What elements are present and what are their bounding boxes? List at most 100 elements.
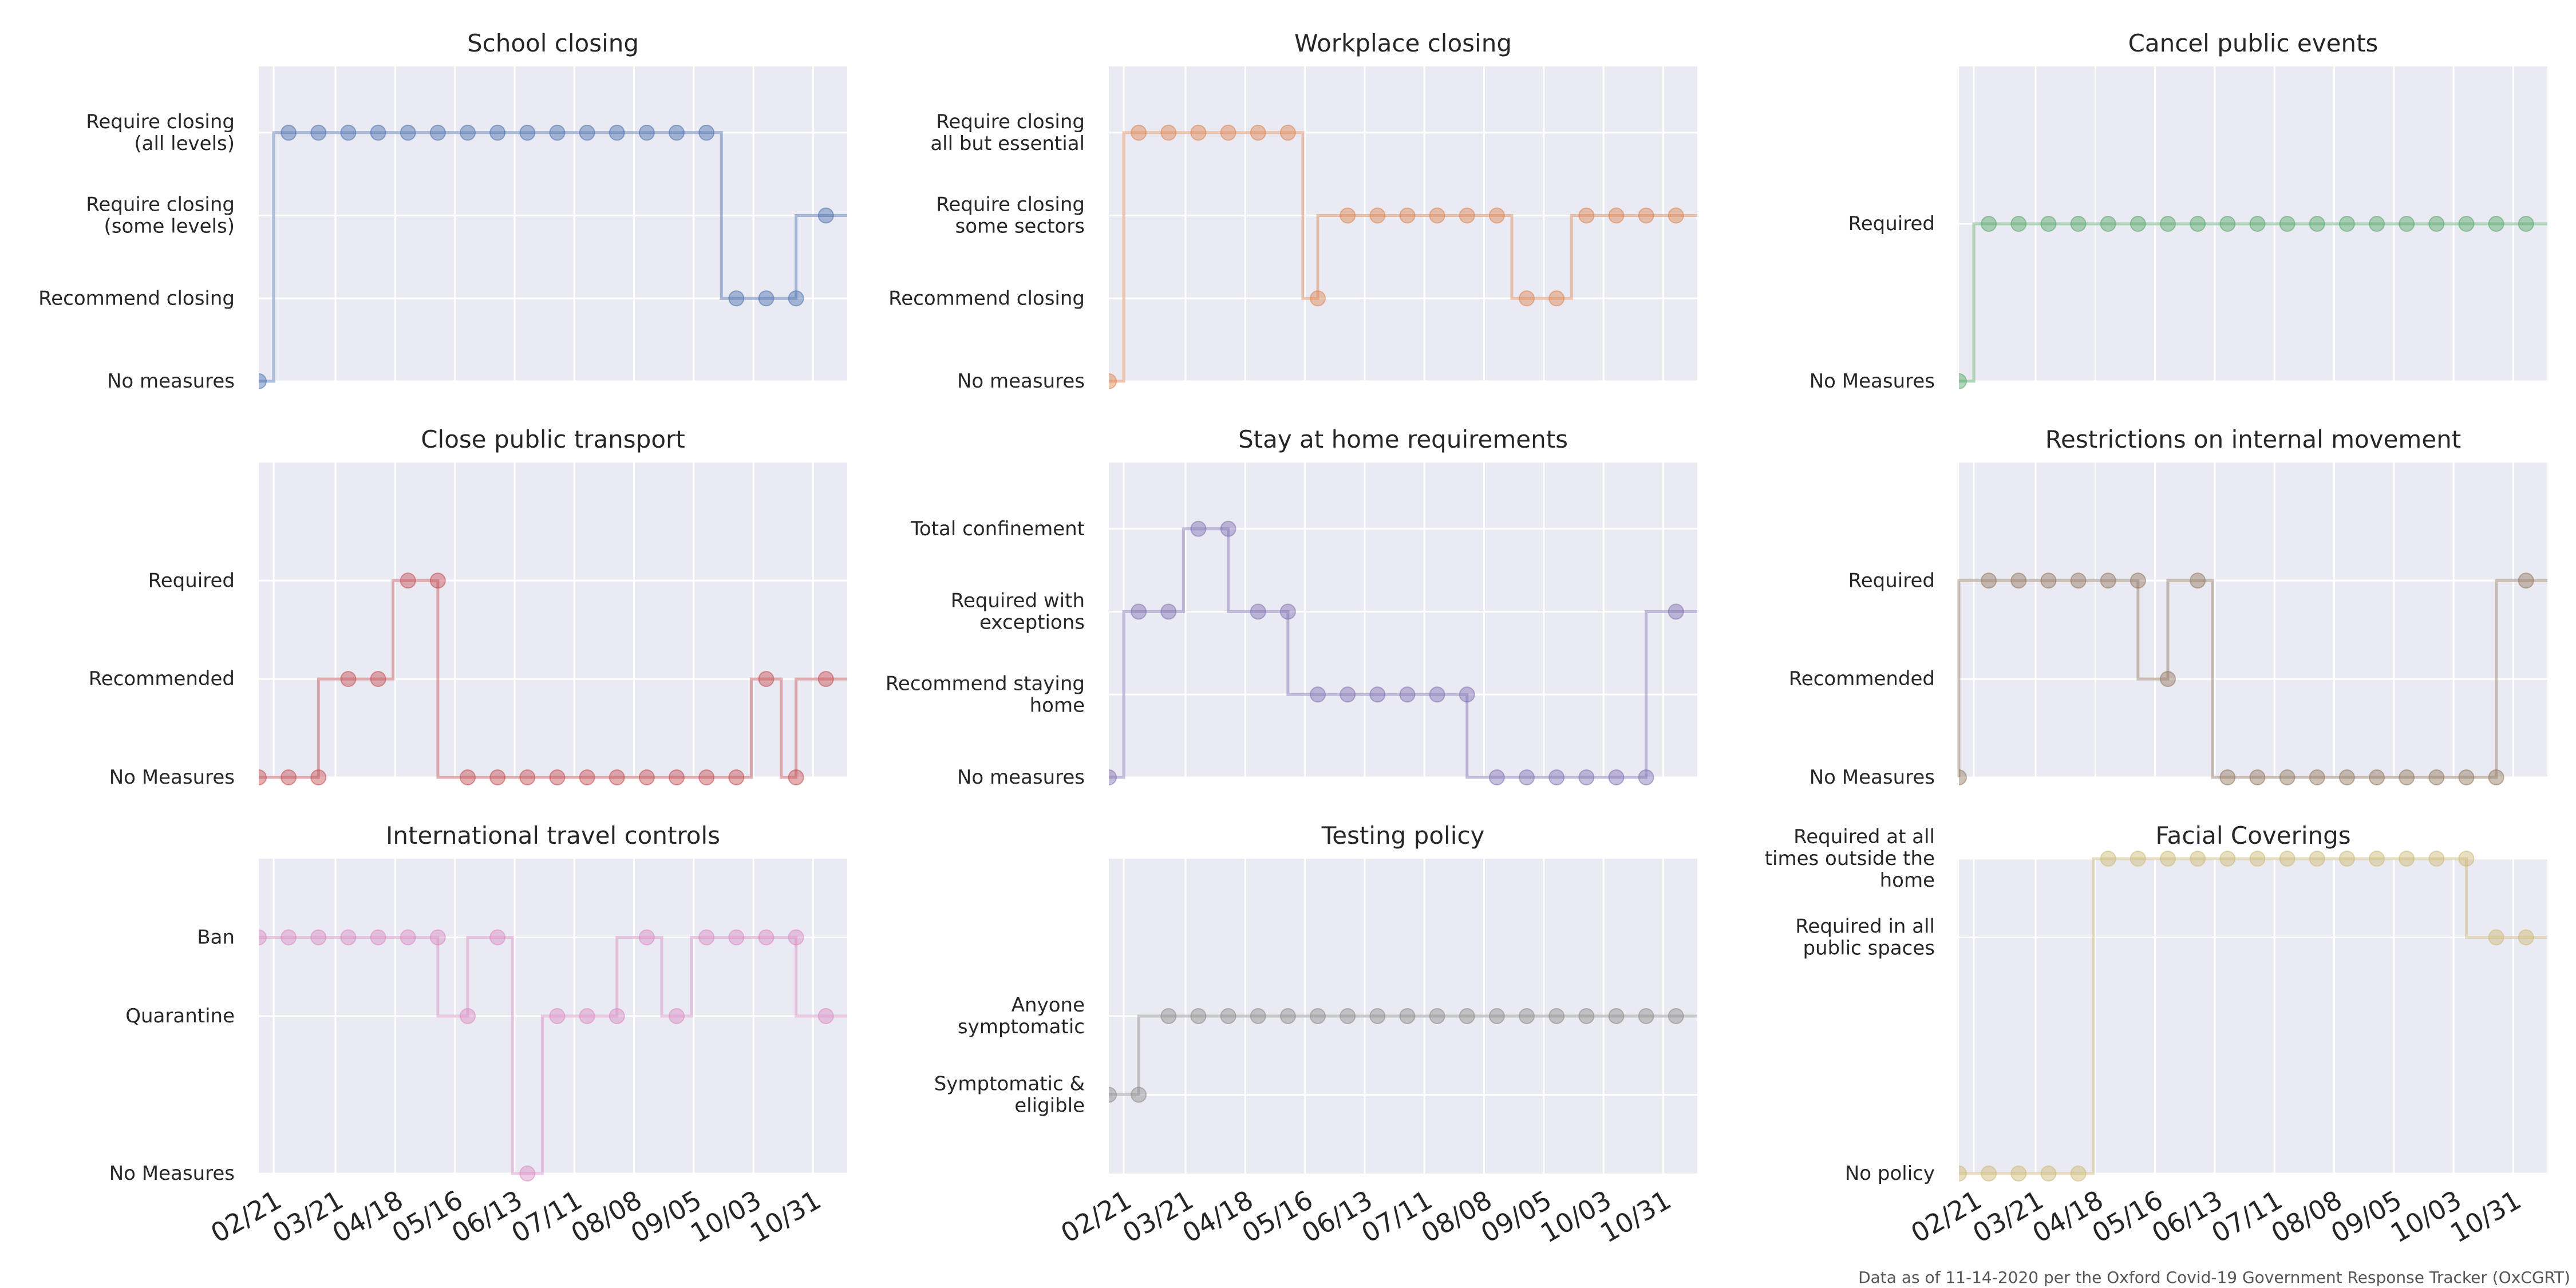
y-tick-label-line: Recommend staying bbox=[886, 672, 1085, 695]
y-tick-label: Recommended bbox=[89, 667, 235, 690]
data-point bbox=[609, 1008, 625, 1024]
data-point bbox=[1959, 373, 1967, 389]
y-tick-label-line: Required bbox=[1848, 212, 1935, 235]
x-tick-label: 02/21 bbox=[206, 1184, 287, 1249]
data-point bbox=[2070, 572, 2087, 589]
y-tick-label: No measures bbox=[957, 766, 1085, 789]
panel-cancel-public-events: No Measures Required Cancel public events bbox=[1809, 29, 2547, 393]
x-tick-label: 10/31 bbox=[1595, 1184, 1676, 1249]
data-point bbox=[2040, 216, 2057, 232]
marker-group bbox=[1959, 572, 2534, 785]
y-tick-label-line: No measures bbox=[957, 370, 1085, 393]
y-tick-label-line: Total confinement bbox=[910, 517, 1085, 540]
data-point bbox=[1548, 290, 1565, 307]
y-tick-label: Required with exceptions bbox=[951, 590, 1085, 634]
data-point bbox=[1369, 207, 1386, 224]
marker-group bbox=[259, 929, 834, 1182]
data-point bbox=[1429, 1008, 1445, 1024]
data-point bbox=[2249, 769, 2266, 785]
data-point bbox=[817, 671, 834, 688]
panel-workplace-closing: No measures Recommend closing Require clos… bbox=[888, 29, 1697, 393]
data-point bbox=[429, 572, 446, 589]
data-point bbox=[1578, 769, 1595, 785]
y-tick-label-line: Recommended bbox=[89, 667, 235, 690]
data-point bbox=[1310, 1008, 1326, 1024]
data-point bbox=[1459, 1008, 1475, 1024]
chart-title: Restrictions on internal movement bbox=[2045, 425, 2462, 453]
y-tick-label-line: Recommend closing bbox=[38, 287, 235, 310]
marker-group bbox=[1109, 1008, 1684, 1103]
data-point bbox=[2249, 216, 2266, 232]
data-point bbox=[2129, 572, 2146, 589]
data-point bbox=[460, 1008, 476, 1024]
y-tick-label: Required bbox=[1848, 212, 1935, 235]
data-point bbox=[429, 124, 446, 141]
y-tick-label-line: No measures bbox=[107, 370, 235, 393]
data-point bbox=[2338, 851, 2355, 867]
data-point bbox=[2190, 216, 2206, 232]
data-point bbox=[370, 671, 386, 688]
series-line bbox=[1109, 527, 1697, 779]
data-point bbox=[2428, 216, 2445, 232]
y-tick-label-line: all but essential bbox=[930, 132, 1085, 155]
data-point bbox=[280, 124, 297, 141]
data-point bbox=[2369, 769, 2385, 785]
data-point bbox=[2338, 216, 2355, 232]
data-point bbox=[1548, 1008, 1565, 1024]
data-point bbox=[1668, 1008, 1684, 1024]
data-point bbox=[2279, 216, 2296, 232]
y-tick-label: Recommend closing bbox=[38, 287, 235, 310]
data-point bbox=[340, 671, 357, 688]
plot-area bbox=[259, 463, 847, 777]
data-point bbox=[1608, 207, 1625, 224]
y-tick-label: Anyone symptomatic bbox=[958, 994, 1085, 1038]
chart-title: Workplace closing bbox=[1294, 29, 1512, 57]
plot-area bbox=[1959, 463, 2547, 777]
data-point bbox=[579, 1008, 595, 1024]
data-point bbox=[2309, 769, 2325, 785]
data-point bbox=[549, 769, 566, 785]
data-point bbox=[1608, 1008, 1625, 1024]
marker-group bbox=[1959, 851, 2534, 1182]
data-point bbox=[669, 1008, 685, 1024]
panel-international-travel-controls: No Measures Quarantine Ban International tr… bbox=[109, 821, 847, 1249]
y-tick-label-line: Symptomatic & bbox=[934, 1073, 1085, 1096]
panel-stay-at-home-requirements: No measures Recommend staying home Required… bbox=[886, 425, 1697, 789]
data-point bbox=[519, 1165, 536, 1182]
data-point bbox=[579, 769, 595, 785]
data-point bbox=[1548, 769, 1565, 785]
data-point bbox=[788, 290, 804, 307]
y-tick-label-line: Require closing bbox=[86, 110, 235, 133]
y-tick-label-line: some sectors bbox=[955, 215, 1085, 238]
footnote: Data as of 11-14-2020 per the Oxford Cov… bbox=[1858, 1268, 2570, 1287]
data-point bbox=[310, 769, 327, 785]
y-tick-label-line: Required in all bbox=[1795, 915, 1935, 938]
series-line bbox=[259, 579, 847, 779]
y-tick-label-line: Anyone bbox=[1012, 994, 1085, 1017]
data-point bbox=[698, 124, 715, 141]
data-point bbox=[2190, 572, 2206, 589]
data-point bbox=[1959, 1165, 1967, 1182]
data-point bbox=[2100, 216, 2116, 232]
data-point bbox=[817, 207, 834, 224]
data-point bbox=[2518, 572, 2534, 589]
y-tick-label: No policy bbox=[1845, 1162, 1935, 1185]
data-point bbox=[669, 124, 685, 141]
y-tick-label-line: Required at all bbox=[1793, 825, 1935, 848]
data-point bbox=[2010, 572, 2027, 589]
data-point bbox=[609, 124, 625, 141]
data-point bbox=[1109, 373, 1117, 389]
data-point bbox=[1160, 603, 1177, 620]
data-point bbox=[788, 769, 804, 785]
data-point bbox=[2010, 1165, 2027, 1182]
data-point bbox=[2160, 851, 2176, 867]
data-point bbox=[758, 671, 775, 688]
data-point bbox=[1519, 290, 1535, 307]
chart-title: Stay at home requirements bbox=[1238, 425, 1568, 453]
data-point bbox=[1279, 1008, 1296, 1024]
plot-area bbox=[1959, 859, 2547, 1174]
data-point bbox=[2399, 216, 2415, 232]
data-point bbox=[1488, 207, 1505, 224]
data-point bbox=[400, 929, 416, 946]
data-point bbox=[788, 929, 804, 946]
